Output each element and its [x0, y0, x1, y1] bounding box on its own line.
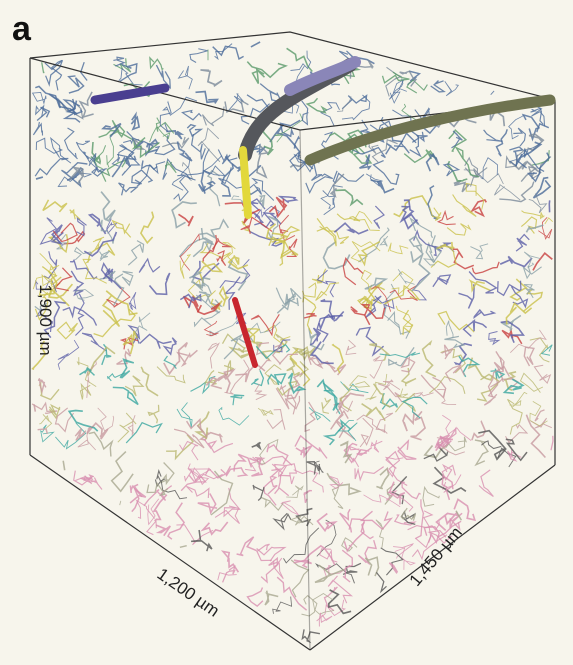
axis-label: 1,900 µm: [36, 284, 55, 355]
figure: a 1,900 µm 1,200 µm 1,450 µm: [0, 0, 573, 665]
vessel: [243, 150, 248, 215]
panel-label: a: [12, 10, 32, 48]
page: a 1,900 µm 1,200 µm 1,450 µm (() => { co…: [0, 0, 573, 665]
